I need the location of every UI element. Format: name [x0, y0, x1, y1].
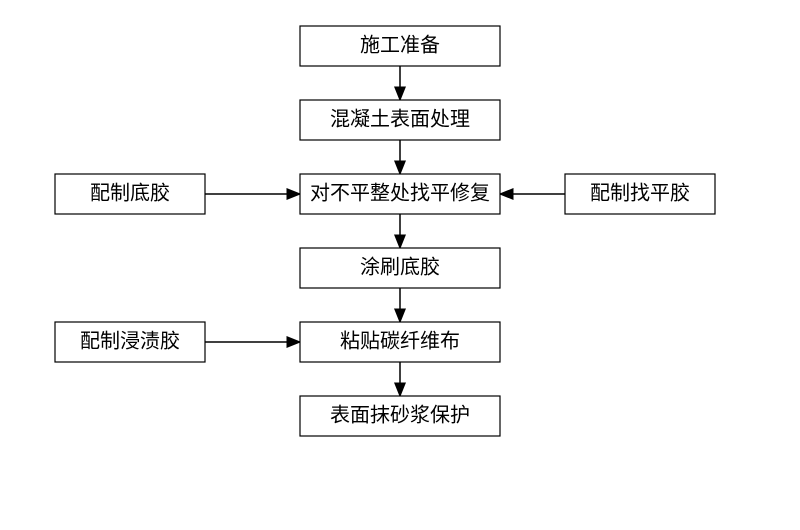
flow-node-s2: 配制找平胶	[565, 174, 715, 214]
flow-node-label: 对不平整处找平修复	[310, 182, 490, 205]
flow-node-n4: 涂刷底胶	[300, 248, 500, 288]
flow-node-n2: 混凝土表面处理	[300, 100, 500, 140]
nodes-layer: 施工准备混凝土表面处理对不平整处找平修复涂刷底胶粘贴碳纤维布表面抹砂浆保护 配制底…	[55, 26, 715, 436]
flow-node-label: 配制浸渍胶	[80, 330, 180, 353]
flow-node-label: 混凝土表面处理	[330, 108, 470, 131]
flow-node-label: 施工准备	[360, 34, 440, 57]
flow-node-label: 配制底胶	[90, 182, 170, 205]
flow-node-n1: 施工准备	[300, 26, 500, 66]
flow-node-label: 涂刷底胶	[360, 256, 440, 279]
flow-node-label: 表面抹砂浆保护	[330, 404, 470, 427]
flowchart-canvas: 施工准备混凝土表面处理对不平整处找平修复涂刷底胶粘贴碳纤维布表面抹砂浆保护 配制底…	[0, 0, 800, 530]
flow-node-n6: 表面抹砂浆保护	[300, 396, 500, 436]
flow-node-n3: 对不平整处找平修复	[300, 174, 500, 214]
flow-node-n5: 粘贴碳纤维布	[300, 322, 500, 362]
flow-node-label: 粘贴碳纤维布	[340, 330, 460, 353]
flow-node-s3: 配制浸渍胶	[55, 322, 205, 362]
flow-node-s1: 配制底胶	[55, 174, 205, 214]
flow-node-label: 配制找平胶	[590, 182, 690, 205]
